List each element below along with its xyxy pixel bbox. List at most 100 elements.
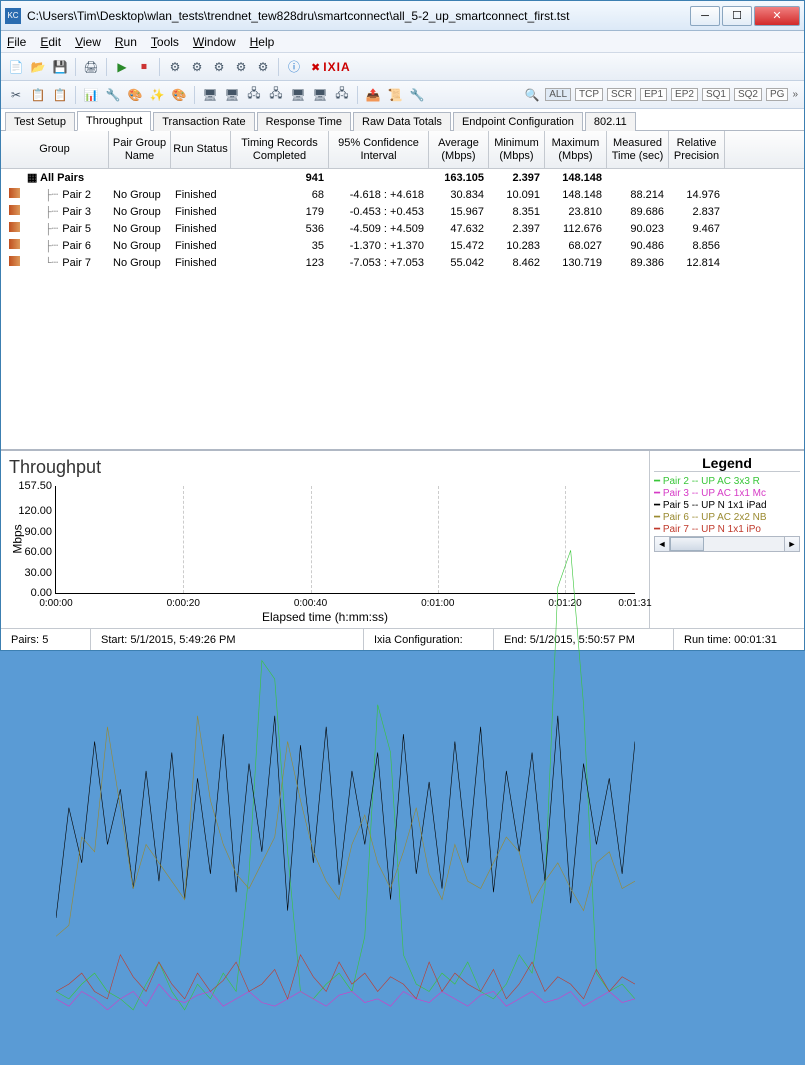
tab-bar: Test Setup Throughput Transaction Rate R… <box>1 109 804 131</box>
net1-icon[interactable]: 🖥 <box>201 86 219 104</box>
col-rel[interactable]: Relative Precision <box>669 131 725 168</box>
scroll-left-icon[interactable]: ◄ <box>654 536 670 552</box>
filter-sq2[interactable]: SQ2 <box>734 88 762 101</box>
pair-icon <box>9 222 21 232</box>
col-min[interactable]: Minimum (Mbps) <box>489 131 545 168</box>
paste-icon[interactable]: 📋 <box>51 86 69 104</box>
print-icon[interactable]: 🖨 <box>82 58 100 76</box>
filter-ep1[interactable]: EP1 <box>640 88 667 101</box>
tab-endpoint[interactable]: Endpoint Configuration <box>453 112 583 131</box>
run-icon[interactable]: ▶ <box>113 58 131 76</box>
legend-pane: Legend ━ Pair 2 -- UP AC 3x3 R━ Pair 3 -… <box>649 451 804 629</box>
net4-icon[interactable]: 🖧 <box>267 86 285 104</box>
col-pairgroup[interactable]: Pair Group Name <box>109 131 171 168</box>
net2-icon[interactable]: 🖥 <box>223 86 241 104</box>
wand-icon[interactable]: ✨ <box>148 86 166 104</box>
tool4-icon[interactable]: ⚙ <box>232 58 250 76</box>
app-window: KC C:\Users\Tim\Desktop\wlan_tests\trend… <box>0 0 805 651</box>
filter-icon[interactable]: 🔍 <box>523 86 541 104</box>
minimize-button[interactable]: ─ <box>690 6 720 26</box>
maximize-button[interactable]: ☐ <box>722 6 752 26</box>
color-icon[interactable]: 🎨 <box>126 86 144 104</box>
filter-pg[interactable]: PG <box>766 88 788 101</box>
filter-ep2[interactable]: EP2 <box>671 88 698 101</box>
tab-test-setup[interactable]: Test Setup <box>5 112 75 131</box>
x-axis-label: Elapsed time (h:mm:ss) <box>262 610 388 624</box>
col-group[interactable]: Group <box>1 131 109 168</box>
table-row[interactable]: ├┄Pair 2No GroupFinished68-4.618 : +4.61… <box>1 186 804 203</box>
more-icon[interactable]: 🔧 <box>408 86 426 104</box>
titlebar[interactable]: KC C:\Users\Tim\Desktop\wlan_tests\trend… <box>1 1 804 31</box>
cut-icon[interactable]: ✂ <box>7 86 25 104</box>
filter-sq1[interactable]: SQ1 <box>702 88 730 101</box>
net6-icon[interactable]: 🖥 <box>311 86 329 104</box>
legend-item[interactable]: ━ Pair 2 -- UP AC 3x3 R <box>654 476 800 487</box>
status-runtime: 00:01:31 <box>734 634 777 646</box>
close-button[interactable]: ✕ <box>754 6 800 26</box>
col-meas[interactable]: Measured Time (sec) <box>607 131 669 168</box>
plot-area[interactable]: 0.0030.0060.0090.00120.00157.500:00:000:… <box>55 486 635 595</box>
chart-svg <box>56 486 635 1065</box>
chart-icon[interactable]: 📊 <box>82 86 100 104</box>
tool5-icon[interactable]: ⚙ <box>254 58 272 76</box>
legend-item[interactable]: ━ Pair 7 -- UP N 1x1 iPo <box>654 524 800 535</box>
save-icon[interactable]: 💾 <box>51 58 69 76</box>
open-icon[interactable]: 📂 <box>29 58 47 76</box>
tab-throughput[interactable]: Throughput <box>77 111 151 131</box>
menu-run[interactable]: Run <box>115 35 137 49</box>
menu-help[interactable]: Help <box>250 35 275 49</box>
legend-item[interactable]: ━ Pair 3 -- UP AC 1x1 Mc <box>654 488 800 499</box>
legend-item[interactable]: ━ Pair 5 -- UP N 1x1 iPad <box>654 500 800 511</box>
table-row[interactable]: └┄Pair 7No GroupFinished123-7.053 : +7.0… <box>1 254 804 271</box>
all-pairs-row[interactable]: ▦ All Pairs941163.1052.397148.148 <box>1 169 804 186</box>
menu-tools[interactable]: Tools <box>151 35 179 49</box>
filter-tcp[interactable]: TCP <box>575 88 603 101</box>
tool-icon[interactable]: ⚙ <box>166 58 184 76</box>
col-ci[interactable]: 95% Confidence Interval <box>329 131 429 168</box>
status-pairs-label: Pairs: <box>11 634 39 646</box>
menu-file[interactable]: File <box>7 35 26 49</box>
toolbar-1: 📄 📂 💾 🖨 ▶ ⏹ ⚙ ⚙ ⚙ ⚙ ⚙ ⓘ ✖ IXIA <box>1 53 804 81</box>
tool2-icon[interactable]: ⚙ <box>188 58 206 76</box>
tab-response-time[interactable]: Response Time <box>257 112 351 131</box>
new-icon[interactable]: 📄 <box>7 58 25 76</box>
table-row[interactable]: ├┄Pair 6No GroupFinished35-1.370 : +1.37… <box>1 237 804 254</box>
pair-icon <box>9 205 21 215</box>
results-grid: Group Pair Group Name Run Status Timing … <box>1 131 804 271</box>
net7-icon[interactable]: 🖧 <box>333 86 351 104</box>
table-row[interactable]: ├┄Pair 5No GroupFinished536-4.509 : +4.5… <box>1 220 804 237</box>
pair-icon <box>9 188 21 198</box>
tab-80211[interactable]: 802.11 <box>585 112 636 131</box>
menubar: File Edit View Run Tools Window Help <box>1 31 804 53</box>
y-tick: 60.00 <box>12 546 56 558</box>
menu-view[interactable]: View <box>75 35 101 49</box>
series-pair7 <box>56 954 635 998</box>
toolbar-2: ✂ 📋 📋 📊 🔧 🎨 ✨ 🎨 🖥 🖥 🖧 🖧 🖥 🖥 🖧 📤 📜 🔧 🔍 AL… <box>1 81 804 109</box>
table-row[interactable]: ├┄Pair 3No GroupFinished179-0.453 : +0.4… <box>1 203 804 220</box>
tab-transaction-rate[interactable]: Transaction Rate <box>153 112 254 131</box>
menu-window[interactable]: Window <box>193 35 236 49</box>
filter-all[interactable]: ALL <box>545 88 571 101</box>
legend-scrollbar[interactable]: ◄ ► <box>654 536 800 552</box>
col-runstatus[interactable]: Run Status <box>171 131 231 168</box>
col-timing[interactable]: Timing Records Completed <box>231 131 329 168</box>
chevron-right-icon[interactable]: » <box>792 89 798 100</box>
col-max[interactable]: Maximum (Mbps) <box>545 131 607 168</box>
net5-icon[interactable]: 🖥 <box>289 86 307 104</box>
legend-item[interactable]: ━ Pair 6 -- UP AC 2x2 NB <box>654 512 800 523</box>
filter-scr[interactable]: SCR <box>607 88 636 101</box>
scroll-right-icon[interactable]: ► <box>784 536 800 552</box>
col-avg[interactable]: Average (Mbps) <box>429 131 489 168</box>
stop-icon[interactable]: ⏹ <box>135 58 153 76</box>
export-icon[interactable]: 📤 <box>364 86 382 104</box>
script-icon[interactable]: 📜 <box>386 86 404 104</box>
info-icon[interactable]: ⓘ <box>285 58 303 76</box>
pair-icon <box>9 239 21 249</box>
net3-icon[interactable]: 🖧 <box>245 86 263 104</box>
menu-edit[interactable]: Edit <box>40 35 61 49</box>
copy-icon[interactable]: 📋 <box>29 86 47 104</box>
palette-icon[interactable]: 🎨 <box>170 86 188 104</box>
config-icon[interactable]: 🔧 <box>104 86 122 104</box>
tab-raw-data[interactable]: Raw Data Totals <box>353 112 451 131</box>
tool3-icon[interactable]: ⚙ <box>210 58 228 76</box>
